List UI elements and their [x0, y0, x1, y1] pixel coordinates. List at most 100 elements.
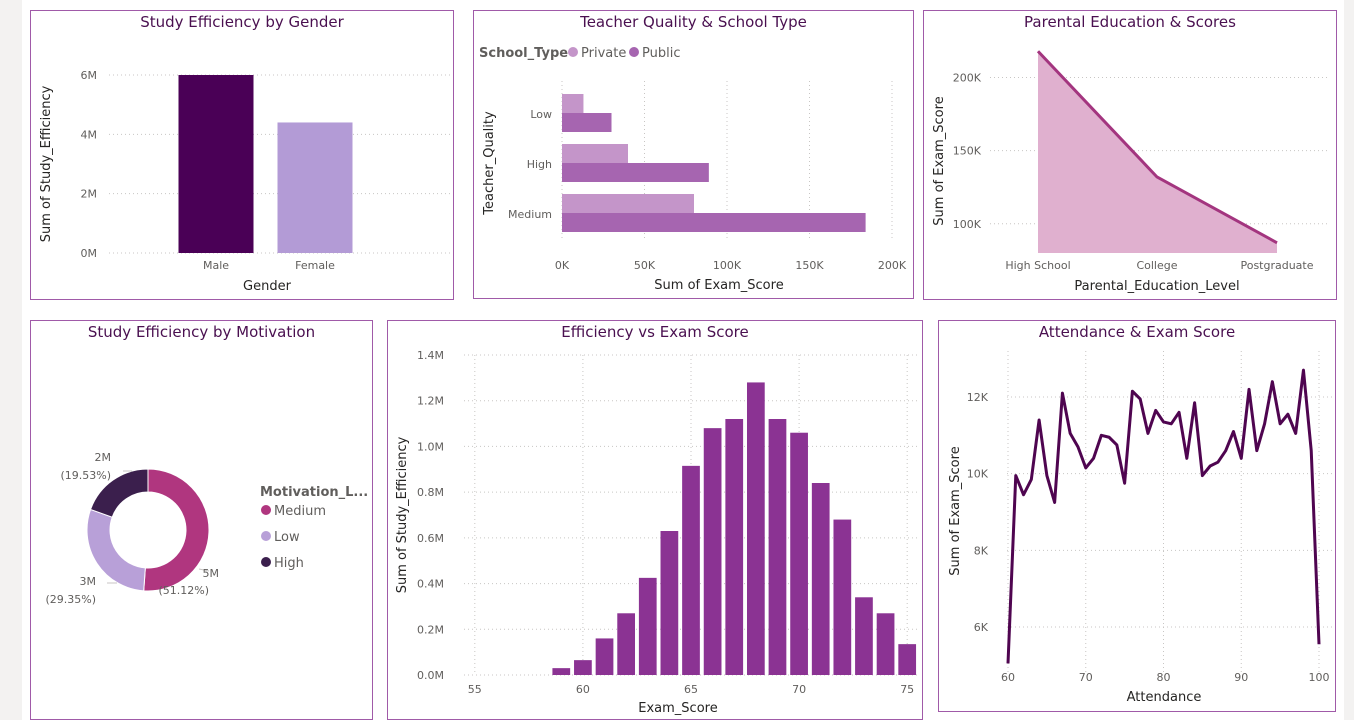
y-tick-label: 150K: [953, 145, 982, 158]
x-tick-label: Postgraduate: [1240, 259, 1313, 272]
efficiency-exam-svg: 0.0M 0.2M 0.4M 0.6M 0.8M 1.0M 1.2M 1.4M 55 60 65 70…: [395, 349, 918, 716]
y-tick-label: 0.2M: [417, 623, 444, 636]
area-fill: [1038, 51, 1277, 253]
histogram-bar: [790, 432, 808, 675]
y-tick-label: High: [527, 158, 552, 171]
attendance-exam-svg: 6K 8K 10K 12K 60 70 80 90 100 Attendance Sum of Ex…: [948, 351, 1334, 705]
attendance-exam-chart[interactable]: Attendance & Exam Score 6K 8K 10K 12K 60 70 80…: [938, 320, 1336, 712]
x-tick-label: College: [1136, 259, 1177, 272]
bar-private-high: [562, 144, 628, 163]
y-tick-label: 4M: [81, 128, 98, 141]
parental-education-chart[interactable]: Parental Education & Scores 100K 150K 200K…: [923, 10, 1337, 300]
chart-title: Efficiency vs Exam Score: [561, 323, 749, 341]
y-tick-label: 0.0M: [417, 669, 444, 682]
y-tick-label: 200K: [953, 72, 982, 85]
data-label-value: 3M: [80, 575, 97, 588]
y-tick-label: 0M: [81, 247, 98, 260]
y-tick-label: 0.8M: [417, 486, 444, 499]
x-axis-title: Parental_Education_Level: [1074, 279, 1239, 294]
legend-label: Medium: [274, 504, 326, 519]
x-tick-label: 150K: [795, 259, 824, 272]
x-tick-label: Male: [203, 259, 229, 272]
histogram-bar: [725, 419, 744, 675]
legend-marker-medium: [261, 505, 271, 515]
legend-label: Public: [642, 46, 680, 61]
x-tick-label: 60: [1001, 671, 1015, 684]
x-tick-label: 70: [792, 683, 806, 696]
chart-title: Study Efficiency by Motivation: [87, 323, 316, 341]
histogram-bar: [833, 519, 852, 675]
y-axis-title: Sum of Exam_Score: [948, 446, 963, 575]
y-tick-label: Medium: [508, 208, 552, 221]
data-label-percent: (29.35%): [45, 593, 96, 606]
x-tick-label: 100: [1309, 671, 1330, 684]
bar-public-high: [562, 163, 709, 182]
motivation-donut-svg: 5M (51.12%) 3M (29.35%) 2M (19.53%) Motivation…: [45, 451, 368, 606]
histogram-bar: [768, 419, 787, 675]
bar-public-low: [562, 113, 612, 132]
legend-marker-public: [629, 47, 639, 57]
histogram-bar: [811, 483, 830, 675]
histogram-bar: [574, 660, 592, 675]
y-axis-title: Sum of Exam_Score: [932, 96, 947, 225]
x-tick-label: 100K: [713, 259, 742, 272]
bar-private-low: [562, 94, 584, 113]
x-tick-label: 200K: [878, 259, 907, 272]
motivation-donut-chart[interactable]: Study Efficiency by Motivation 5M (51.12%…: [30, 320, 373, 720]
y-tick-label: 0.4M: [417, 578, 444, 591]
x-tick-label: 65: [684, 683, 698, 696]
legend-marker-low: [261, 531, 271, 541]
y-tick-label: 2M: [81, 188, 98, 201]
y-tick-label: 0.6M: [417, 532, 444, 545]
histogram-bar: [617, 613, 636, 675]
legend-label: Low: [274, 530, 300, 545]
area-line: [1036, 50, 1278, 245]
parental-education-svg: 100K 150K 200K High School College Postgradua…: [932, 50, 1329, 294]
y-tick-label: 10K: [967, 468, 989, 481]
attendance-line: [1006, 368, 1321, 664]
data-label-value: 2M: [95, 451, 112, 464]
chart-title: Teacher Quality & School Type: [580, 13, 807, 31]
y-tick-label: 1.2M: [417, 395, 444, 408]
y-tick-label: 1.4M: [417, 349, 444, 362]
donut-slice-medium: [143, 468, 210, 592]
legend-label: High: [274, 556, 304, 571]
x-tick-label: 80: [1157, 671, 1171, 684]
legend-marker-high: [261, 557, 271, 567]
donut-slice-high: [89, 468, 149, 518]
legend-marker-private: [568, 47, 578, 57]
bar-public-medium: [562, 213, 866, 232]
histogram-bar: [682, 465, 700, 675]
data-label-percent: (19.53%): [60, 469, 111, 482]
bar-female: [277, 122, 353, 253]
x-tick-label: 0K: [555, 259, 570, 272]
x-axis-title: Sum of Exam_Score: [654, 278, 783, 293]
y-axis-title: Teacher_Quality: [482, 111, 497, 216]
histogram-bar: [855, 597, 873, 675]
y-tick-label: 100K: [953, 218, 982, 231]
teacher-quality-svg: 0K 50K 100K 150K 200K School_Type Private Publi…: [479, 46, 907, 293]
x-tick-label: 90: [1234, 671, 1248, 684]
y-axis-title: Sum of Study_Efficiency: [39, 85, 54, 242]
histogram-bar: [552, 668, 571, 675]
histogram-bar: [660, 531, 679, 675]
bar-private-medium: [562, 194, 694, 213]
y-tick-label: 8K: [974, 544, 989, 557]
x-tick-label: 50K: [634, 259, 656, 272]
histogram-bar: [746, 382, 765, 675]
efficiency-exam-chart[interactable]: Efficiency vs Exam Score 0.0M 0.2M 0.4M 0.6…: [387, 320, 923, 720]
x-axis-title: Exam_Score: [638, 701, 717, 716]
y-tick-label: Low: [530, 108, 552, 121]
histogram-bar: [703, 428, 722, 675]
histogram-bar: [898, 644, 917, 675]
histogram-bar: [876, 613, 895, 675]
x-tick-label: 70: [1079, 671, 1093, 684]
teacher-quality-chart[interactable]: Teacher Quality & School Type 0K 50K 100K 1…: [473, 10, 914, 299]
y-axis-title: Sum of Study_Efficiency: [395, 436, 410, 593]
gender-efficiency-chart[interactable]: Study Efficiency by Gender 0M 2M 4M 6M Male F…: [30, 10, 454, 300]
data-label-percent: (51.12%): [158, 584, 209, 597]
legend-label: Private: [581, 46, 626, 61]
y-tick-label: 6K: [974, 621, 989, 634]
x-tick-label: 55: [468, 683, 482, 696]
